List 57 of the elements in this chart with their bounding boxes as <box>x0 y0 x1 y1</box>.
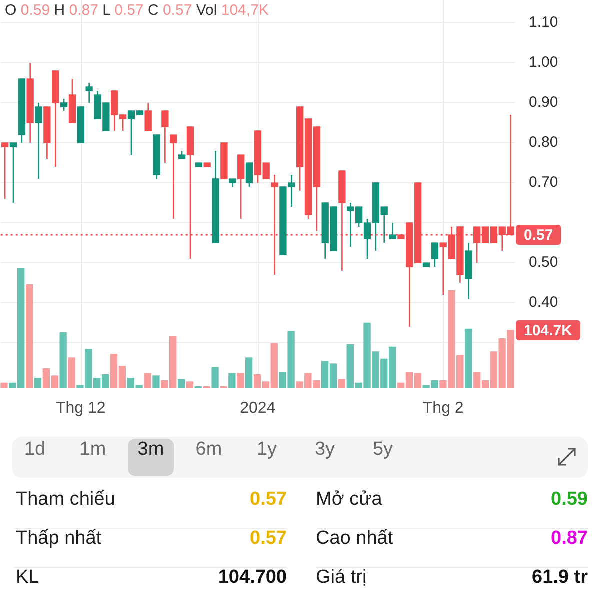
text: KL <box>16 567 40 590</box>
bar <box>26 284 34 388</box>
text: 1m <box>78 439 108 462</box>
candlestick <box>246 162 254 188</box>
y-tick-label: 1.10 <box>529 14 558 32</box>
text: 104.700 <box>218 567 287 590</box>
text: 0.87 <box>551 528 588 551</box>
text: 6m <box>194 439 224 462</box>
y-tick-label: 0.40 <box>529 294 558 312</box>
text: 61.9 tr <box>532 567 588 590</box>
text: Mở cửa <box>316 489 382 512</box>
bar <box>144 373 152 388</box>
candlestick <box>431 242 439 268</box>
candlestick <box>144 102 152 132</box>
text: 0.57 <box>250 528 287 551</box>
bar <box>152 376 160 388</box>
text: O 0.59 H 0.87 L 0.57 C 0.57 Vol 104,7K <box>5 2 269 19</box>
candlestick <box>86 82 93 104</box>
bar <box>186 382 194 388</box>
y-tick-label: 0.80 <box>529 134 558 152</box>
text: 1d <box>23 439 47 462</box>
candlestick <box>389 222 396 240</box>
bar <box>60 332 67 388</box>
text: Giá trị <box>316 567 367 590</box>
text: Cao nhất <box>316 528 394 551</box>
bar <box>212 367 219 388</box>
candlestick <box>60 98 68 112</box>
y-tick-label: 0.50 <box>529 254 558 272</box>
bar <box>237 373 244 388</box>
text: 104.7K <box>524 322 573 340</box>
text: 5y <box>372 439 394 462</box>
y-tick-label: 1.00 <box>529 54 558 72</box>
bar <box>464 328 472 388</box>
bar <box>178 379 186 388</box>
bar <box>0 382 8 388</box>
y-tick-label: 0.70 <box>529 174 558 192</box>
bar <box>228 373 236 388</box>
y-tick-label: 0.90 <box>529 94 558 112</box>
x-tick-label: Thg 12 <box>56 400 106 418</box>
ref-line-label: 0.57 <box>524 227 554 244</box>
text: 1y <box>256 439 278 462</box>
x-tick-label: Thg 2 <box>422 400 464 418</box>
text: 0.59 <box>551 489 588 512</box>
candlestick <box>162 110 169 164</box>
candlestick <box>170 134 178 220</box>
bar <box>34 378 42 388</box>
bar <box>68 358 76 388</box>
candlestick <box>1 142 9 200</box>
bar <box>338 379 346 388</box>
candlestick <box>35 102 42 180</box>
candlestick <box>10 142 18 204</box>
x-tick-label: 2024 <box>240 400 276 418</box>
text: Tham chiếu <box>16 489 116 512</box>
text: 0.57 <box>250 489 287 512</box>
text: Thấp nhất <box>16 528 102 551</box>
bar <box>245 358 253 388</box>
text: 3y <box>314 439 336 462</box>
